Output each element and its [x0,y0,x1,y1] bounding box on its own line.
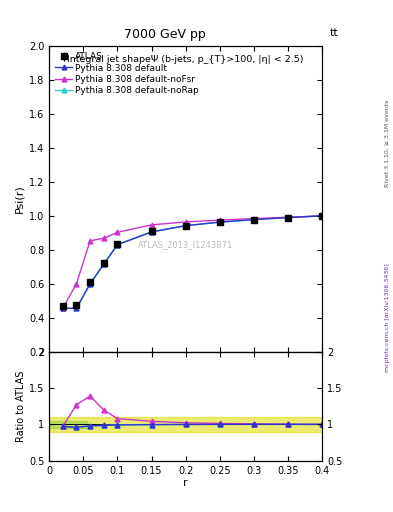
Pythia 8.308 default-noRap [183,222,188,228]
Pythia 8.308 default-noFsr [115,229,120,236]
Text: 7000 GeV pp: 7000 GeV pp [124,28,206,41]
Pythia 8.308 default [74,305,79,311]
Pythia 8.308 default-noRap [149,229,154,235]
Pythia 8.308 default [320,213,325,219]
Text: Integral jet shapeΨ (b-jets, p_{T}>100, |η| < 2.5): Integral jet shapeΨ (b-jets, p_{T}>100, … [68,55,304,64]
Pythia 8.308 default-noRap [61,305,65,311]
Pythia 8.308 default [149,229,154,235]
Pythia 8.308 default [183,223,188,229]
Pythia 8.308 default [286,215,290,221]
Pythia 8.308 default-noRap [74,305,79,311]
Pythia 8.308 default-noFsr [183,219,188,225]
Pythia 8.308 default [61,305,65,311]
Bar [49,417,322,432]
Pythia 8.308 default-noFsr [320,213,325,219]
Pythia 8.308 default-noFsr [149,222,154,228]
Y-axis label: Ratio to ATLAS: Ratio to ATLAS [16,371,26,442]
Pythia 8.308 default [101,261,106,267]
Pythia 8.308 default-noRap [252,217,256,223]
Pythia 8.308 default-noFsr [286,214,290,220]
Pythia 8.308 default-noRap [217,219,222,225]
Pythia 8.308 default [252,217,256,223]
Text: tt: tt [330,28,339,38]
Pythia 8.308 default-noFsr [88,238,92,244]
Pythia 8.308 default [217,219,222,225]
Pythia 8.308 default-noRap [286,215,290,221]
Pythia 8.308 default [88,281,92,287]
Pythia 8.308 default-noFsr [217,217,222,223]
Pythia 8.308 default-noRap [320,213,325,219]
Text: ATLAS_2013_I1243871: ATLAS_2013_I1243871 [138,240,233,249]
Y-axis label: Psi(r): Psi(r) [15,184,25,213]
Line: Pythia 8.308 default-noRap: Pythia 8.308 default-noRap [61,214,325,311]
Pythia 8.308 default-noRap [88,281,92,287]
Pythia 8.308 default-noRap [101,261,106,267]
Pythia 8.308 default-noFsr [61,305,65,311]
Pythia 8.308 default-noFsr [101,235,106,241]
Pythia 8.308 default [115,242,120,248]
Pythia 8.308 default-noFsr [252,216,256,222]
Pythia 8.308 default-noRap [115,242,120,248]
Legend: ATLAS, Pythia 8.308 default, Pythia 8.308 default-noFsr, Pythia 8.308 default-no: ATLAS, Pythia 8.308 default, Pythia 8.30… [53,51,201,97]
Line: Pythia 8.308 default-noFsr: Pythia 8.308 default-noFsr [61,214,325,311]
X-axis label: r: r [184,478,188,488]
Pythia 8.308 default-noFsr [74,281,79,287]
Text: Rivet 3.1.10, ≥ 3.1M events: Rivet 3.1.10, ≥ 3.1M events [385,100,389,187]
Line: Pythia 8.308 default: Pythia 8.308 default [61,214,325,311]
Text: mcplots.cern.ch [arXiv:1306.3436]: mcplots.cern.ch [arXiv:1306.3436] [385,263,389,372]
